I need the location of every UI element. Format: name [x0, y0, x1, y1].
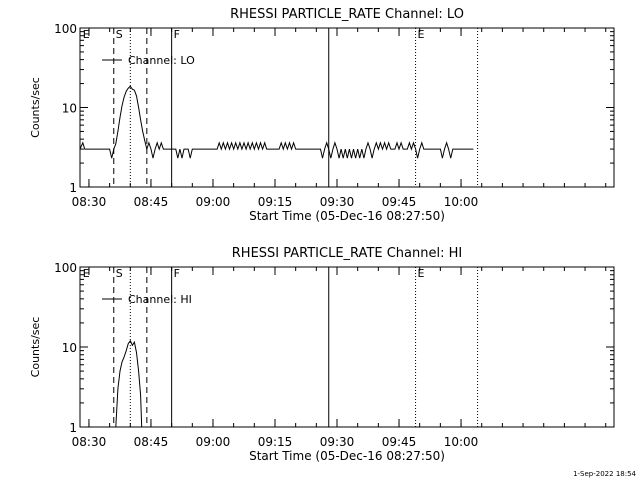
x-tick-label-lo: 09:45 — [382, 195, 417, 209]
y-axis-label-lo: Counts/sec — [29, 77, 42, 138]
marker-label-hi-1: S — [116, 267, 123, 280]
x-tick-label-hi: 09:30 — [320, 435, 355, 449]
marker-label-lo-4: F — [174, 28, 180, 41]
x-axis-label-lo: Start Time (05-Dec-16 08:27:50) — [249, 209, 445, 223]
x-tick-label-hi: 10:00 — [444, 435, 479, 449]
y-tick-label-lo: 100 — [54, 22, 77, 36]
legend-label-lo: Channel: LO — [128, 54, 195, 67]
x-tick-label-hi: 08:45 — [134, 435, 169, 449]
x-tick-label-lo: 08:30 — [72, 195, 107, 209]
chart-panel-lo: RHESSI PARTICLE_RATE Channel: LO Counts/s… — [29, 7, 615, 223]
x-tick-label-lo: 09:15 — [258, 195, 293, 209]
marker-label-lo-1: S — [116, 28, 123, 41]
x-tick-label-hi: 09:15 — [258, 435, 293, 449]
x-tick-label-lo: 09:00 — [196, 195, 231, 209]
legend-label-hi: Channel: HI — [128, 293, 192, 306]
x-tick-label-lo: 08:45 — [134, 195, 169, 209]
y-axis-label-hi: Counts/sec — [29, 317, 42, 378]
x-tick-label-hi: 08:30 — [72, 435, 107, 449]
x-tick-label-hi: 09:00 — [196, 435, 231, 449]
marker-label-lo-0: E — [83, 28, 90, 41]
x-axis-label-hi: Start Time (05-Dec-16 08:27:50) — [249, 449, 445, 463]
x-tick-label-hi: 09:45 — [382, 435, 417, 449]
chart-title-lo: RHESSI PARTICLE_RATE Channel: LO — [230, 7, 464, 22]
y-tick-label-lo: 10 — [62, 102, 77, 116]
x-tick-label-lo: 09:30 — [320, 195, 355, 209]
series-line-lo-0 — [79, 85, 474, 159]
chart-title-hi: RHESSI PARTICLE_RATE Channel: HI — [232, 246, 462, 261]
y-tick-label-hi: 10 — [62, 341, 77, 355]
marker-label-hi-0: E — [83, 267, 90, 280]
y-tick-label-hi: 100 — [54, 261, 77, 275]
marker-label-lo-6: E — [418, 28, 425, 41]
footer-timestamp: 1-Sep-2022 18:54 — [573, 470, 636, 478]
marker-label-hi-6: E — [418, 267, 425, 280]
y-tick-label-lo: 1 — [69, 181, 77, 195]
marker-label-hi-4: F — [174, 267, 180, 280]
chart-panel-hi: RHESSI PARTICLE_RATE Channel: HI Counts/s… — [29, 246, 615, 463]
y-tick-label-hi: 1 — [69, 421, 77, 435]
x-tick-label-lo: 10:00 — [444, 195, 479, 209]
series-line-hi-0 — [115, 339, 143, 428]
